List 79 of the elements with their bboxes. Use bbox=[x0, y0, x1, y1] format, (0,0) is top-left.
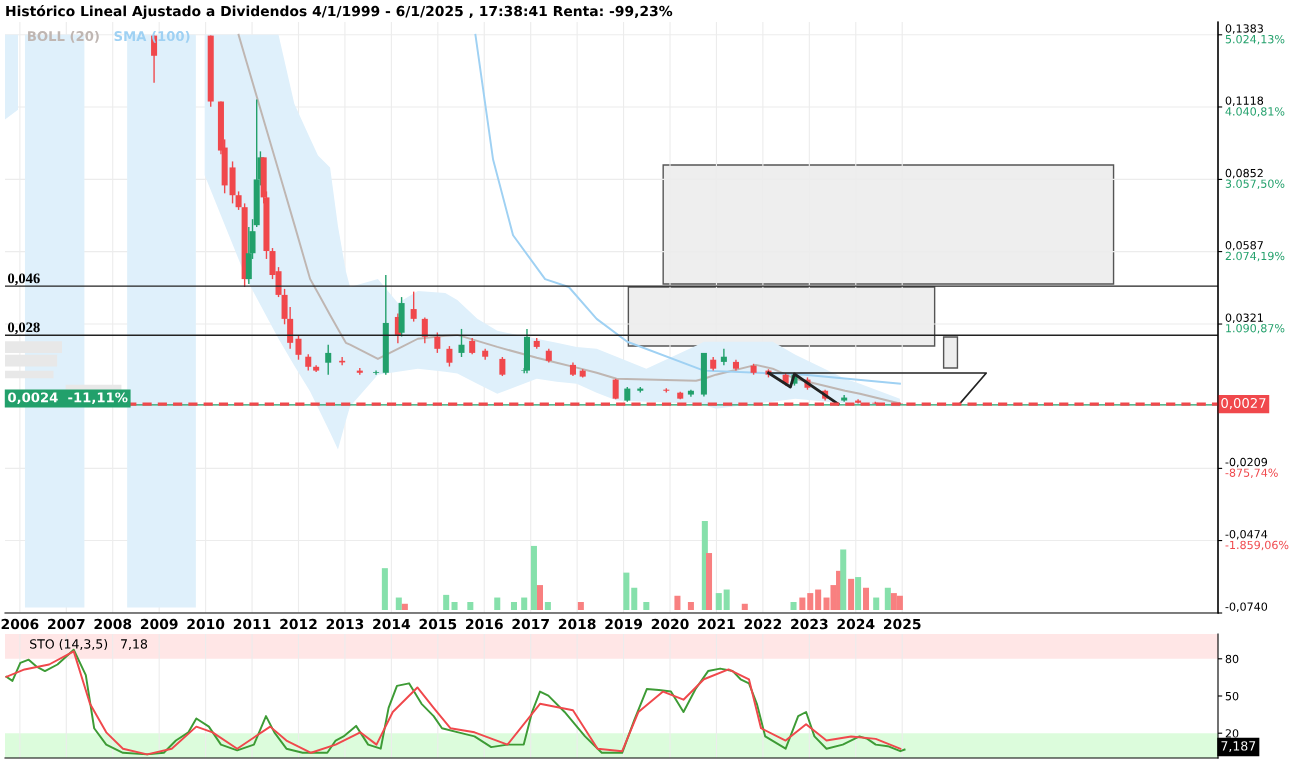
bar bbox=[741, 603, 748, 610]
x-tick-label: 2008 bbox=[94, 618, 132, 630]
text: BOLL (20) bbox=[28, 30, 99, 43]
bar bbox=[862, 587, 870, 610]
bar bbox=[884, 587, 891, 610]
y-tick-label: -0,0740 bbox=[1225, 602, 1268, 612]
bar bbox=[631, 587, 638, 610]
bar bbox=[494, 597, 501, 610]
y-tick-label: 0,1383 bbox=[1225, 24, 1263, 34]
y2-tick-label: 2.074,19% bbox=[1225, 251, 1285, 262]
bar bbox=[723, 589, 730, 610]
bar bbox=[510, 601, 517, 610]
text: 7,187 bbox=[1221, 741, 1256, 752]
text: SMA (100) bbox=[114, 30, 190, 43]
y2-tick-label: 1.090,87% bbox=[1226, 323, 1285, 334]
y-tick-label: -0,0474 bbox=[1225, 530, 1268, 540]
bar bbox=[544, 601, 551, 610]
bar bbox=[443, 594, 450, 610]
x-tick-label: 2023 bbox=[791, 618, 828, 630]
x-tick-label: 2025 bbox=[883, 618, 921, 630]
y-tick-label: -0,0209 bbox=[1225, 457, 1268, 468]
bar bbox=[790, 601, 797, 610]
ref-line-label: 0,046 bbox=[7, 273, 40, 286]
y2-tick-label: -875,74% bbox=[1225, 468, 1278, 479]
bar bbox=[451, 601, 458, 610]
y2-tick-label: 4.040,81% bbox=[1225, 107, 1285, 117]
y-tick-label: 0,0587 bbox=[1225, 241, 1263, 251]
ref-line-label: 0,028 bbox=[7, 322, 40, 335]
bar bbox=[623, 572, 630, 610]
bar bbox=[687, 601, 694, 610]
x-tick-label: 2007 bbox=[48, 618, 85, 630]
bar bbox=[799, 597, 806, 610]
bar bbox=[855, 577, 862, 610]
x-tick-label: 2020 bbox=[651, 618, 689, 630]
y2-tick-label: 5.024,13% bbox=[1225, 34, 1285, 45]
bar bbox=[467, 601, 474, 610]
ref-line-label: 0,0024 -11,11% bbox=[8, 392, 128, 405]
x-tick-label: 2021 bbox=[698, 618, 735, 630]
bar bbox=[536, 585, 543, 610]
x-tick-label: 2012 bbox=[280, 618, 317, 630]
bar bbox=[873, 597, 880, 610]
bar bbox=[807, 593, 814, 610]
y-tick-label: 20 bbox=[1225, 729, 1239, 738]
x-tick-label: 2013 bbox=[326, 618, 364, 630]
y-tick-label: 0,1118 bbox=[1225, 96, 1264, 106]
x-tick-label: 2006 bbox=[1, 618, 39, 630]
x-tick-label: 2010 bbox=[187, 618, 225, 630]
bar bbox=[848, 578, 855, 610]
chart-title: Histórico Lineal Ajustado a Dividendos 4/1/1999 - 6/1/2025 , 17:38:41 Renta: -99,23% bbox=[6, 5, 673, 20]
y-tick-label: 0,0852 bbox=[1225, 168, 1263, 179]
bar bbox=[381, 568, 388, 610]
ref-line-label: 0,0027 bbox=[1221, 397, 1266, 410]
y2-tick-label: -1.859,06% bbox=[1225, 540, 1289, 551]
y-tick-label: 80 bbox=[1225, 654, 1239, 664]
x-tick-label: 2017 bbox=[512, 618, 549, 630]
bar bbox=[530, 545, 537, 610]
y2-tick-label: 3.057,50% bbox=[1225, 179, 1285, 190]
x-tick-label: 2016 bbox=[466, 618, 503, 630]
x-tick-label: 2015 bbox=[419, 618, 457, 630]
y-tick-label: 50 bbox=[1225, 691, 1239, 701]
y-tick-label: 0,0321 bbox=[1225, 313, 1263, 324]
bar bbox=[706, 553, 713, 610]
bar bbox=[715, 593, 722, 610]
bar bbox=[395, 597, 402, 610]
x-tick-label: 2019 bbox=[605, 618, 643, 630]
bar bbox=[815, 589, 822, 610]
bar bbox=[521, 597, 528, 610]
annotation: STO (14,3,5) 7,18 bbox=[30, 638, 148, 651]
bar bbox=[401, 603, 408, 610]
bar bbox=[643, 601, 650, 610]
x-tick-label: 2018 bbox=[558, 618, 596, 630]
x-tick-label: 2014 bbox=[373, 618, 411, 630]
bar bbox=[840, 549, 847, 610]
x-tick-label: 2022 bbox=[744, 618, 782, 630]
x-tick-label: 2024 bbox=[837, 618, 875, 630]
bar bbox=[674, 595, 681, 610]
x-tick-label: 2009 bbox=[140, 618, 178, 630]
bar bbox=[577, 601, 584, 610]
x-tick-label: 2011 bbox=[233, 618, 271, 630]
